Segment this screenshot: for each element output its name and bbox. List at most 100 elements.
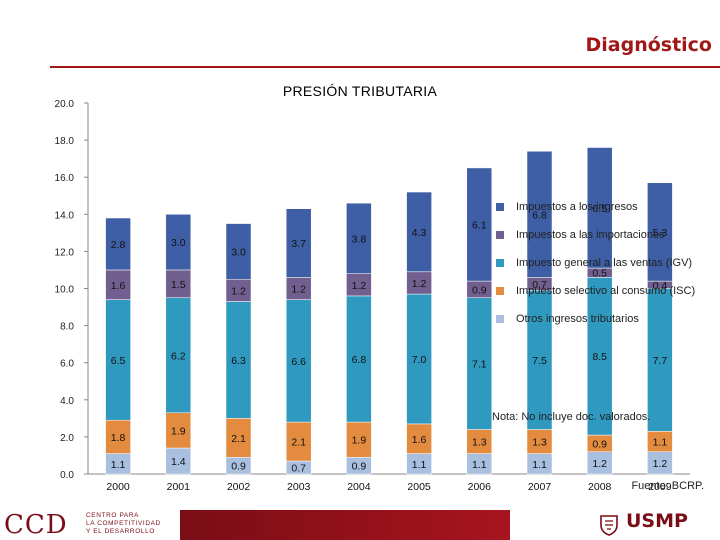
legend-item-igv: Impuesto general a las ventas (IGV)	[492, 256, 714, 271]
x-tick-label: 2001	[167, 481, 191, 493]
data-label: 0.9	[472, 284, 487, 296]
bar-segment	[526, 150, 553, 278]
bar-segment	[647, 288, 673, 432]
y-tick-label: 14.0	[55, 210, 75, 221]
bar-segment	[526, 429, 553, 454]
data-label: 0.9	[231, 461, 246, 473]
bar-segment	[346, 421, 372, 458]
data-label: 1.1	[412, 459, 427, 471]
bar-segment	[406, 423, 432, 454]
data-label: 0.4	[653, 280, 668, 292]
usmp-crest-icon	[600, 515, 618, 536]
data-label: 2.1	[291, 437, 306, 449]
data-label: 1.9	[352, 435, 367, 447]
chart-note: Nota: No incluye doc. valorados.	[492, 411, 651, 423]
legend-label: Impuestos a los ingresos	[516, 201, 638, 213]
bar-segment	[225, 418, 252, 458]
data-label: 1.3	[472, 437, 487, 449]
legend-swatch	[496, 203, 504, 211]
y-tick-label: 2.0	[60, 433, 74, 444]
bar-segment	[105, 299, 131, 421]
data-label: 6.6	[291, 356, 306, 368]
data-label: 7.7	[653, 355, 668, 367]
data-label: 1.1	[472, 459, 487, 471]
bar-segment	[225, 301, 252, 419]
data-label: 6.5	[592, 203, 607, 215]
bar-segment	[586, 277, 613, 436]
data-label: 1.9	[171, 425, 186, 437]
data-label: 8.5	[592, 351, 607, 363]
data-label: 1.4	[171, 456, 186, 468]
data-label: 1.2	[291, 284, 306, 296]
legend-swatch	[496, 259, 504, 267]
data-label: 3.0	[171, 237, 186, 249]
data-label: 0.7	[291, 463, 306, 475]
y-tick-label: 4.0	[60, 396, 74, 407]
data-labels: 1.1 1.8 6.5 1.6 2.8 1.4 1.9 6.2 1.5 3.0 0.9 2.1 6.3 1…	[111, 203, 668, 475]
bar-segment	[586, 147, 613, 269]
x-tick-label: 2000	[106, 481, 130, 493]
data-label: 1.5	[171, 279, 186, 291]
data-label: 6.2	[171, 350, 186, 362]
legend: Impuestos a los ingresos Impuestos a las…	[492, 200, 714, 340]
data-label: 6.1	[472, 220, 487, 232]
usmp-logo: USMP	[626, 510, 688, 532]
bar-segment	[647, 182, 673, 282]
data-label: 3.8	[352, 233, 367, 245]
bar-segment	[406, 191, 432, 273]
chart-title: PRESIÓN TRIBUTARIA	[282, 83, 438, 99]
bar-segment	[165, 214, 192, 271]
x-tick-label: 2009	[648, 481, 672, 493]
legend-item-otros: Otros ingresos tributarios	[492, 312, 714, 327]
bar-segment	[466, 167, 493, 282]
data-label: 2.8	[111, 239, 126, 251]
y-tick-label: 18.0	[55, 136, 75, 147]
bar-segment	[285, 421, 312, 462]
y-tick-label: 16.0	[55, 173, 75, 184]
bar-segment	[285, 299, 312, 423]
legend-label: Impuestos a las importaciones	[516, 229, 665, 241]
data-label: 1.2	[352, 280, 367, 292]
bar-segment	[225, 223, 252, 280]
data-label: 1.1	[532, 459, 547, 471]
ccd-logo-text: CENTRO PARA LA COMPETITIVIDAD Y EL DESAR…	[86, 512, 161, 536]
data-label: 7.0	[412, 354, 427, 366]
data-label: 6.5	[111, 355, 126, 367]
data-label: 4.3	[412, 227, 427, 239]
data-label: 1.8	[111, 432, 126, 444]
legend-label: Otros ingresos tributarios	[516, 313, 639, 325]
x-tick-label: 2006	[468, 481, 492, 493]
data-label: 0.9	[352, 461, 367, 473]
bar-segment	[165, 412, 192, 449]
data-label: 6.8	[532, 209, 547, 221]
legend-item-isc: Impuesto selectivo al consumo (ISC)	[492, 284, 714, 299]
slide-title: Diagnóstico	[585, 34, 712, 56]
x-tick-label: 2007	[528, 481, 552, 493]
data-label: 7.5	[532, 355, 547, 367]
data-label: 1.6	[412, 434, 427, 446]
data-label: 1.3	[532, 437, 547, 449]
y-tick-label: 20.0	[55, 99, 75, 110]
chart-source: Fuente: BCRP.	[631, 480, 704, 492]
legend-label: Impuesto selectivo al consumo (ISC)	[516, 285, 696, 297]
data-label: 7.1	[472, 359, 487, 371]
x-tick-label: 2005	[407, 481, 431, 493]
x-tick-label: 2008	[588, 481, 612, 493]
data-label: 6.8	[352, 354, 367, 366]
bar-segment	[105, 269, 131, 300]
footer-band-right	[510, 510, 720, 540]
x-tick-label: 2004	[347, 481, 371, 493]
y-tick-label: 6.0	[60, 359, 74, 370]
bar-segment	[346, 295, 372, 423]
x-tick-label: 2002	[227, 481, 251, 493]
data-label: 0.9	[592, 438, 607, 450]
x-axis-ticks: 2000 2001 2002 2003 2004 2005 2006 2007 2008 2009	[106, 481, 671, 493]
ccd-logo: CCD	[4, 510, 68, 540]
legend-label: Impuesto general a las ventas (IGV)	[516, 257, 693, 269]
title-underline	[50, 66, 720, 68]
y-tick-label: 12.0	[55, 247, 75, 258]
y-tick-label: 0.0	[60, 470, 74, 481]
data-label: 2.1	[231, 433, 246, 445]
data-label: 1.1	[111, 459, 126, 471]
